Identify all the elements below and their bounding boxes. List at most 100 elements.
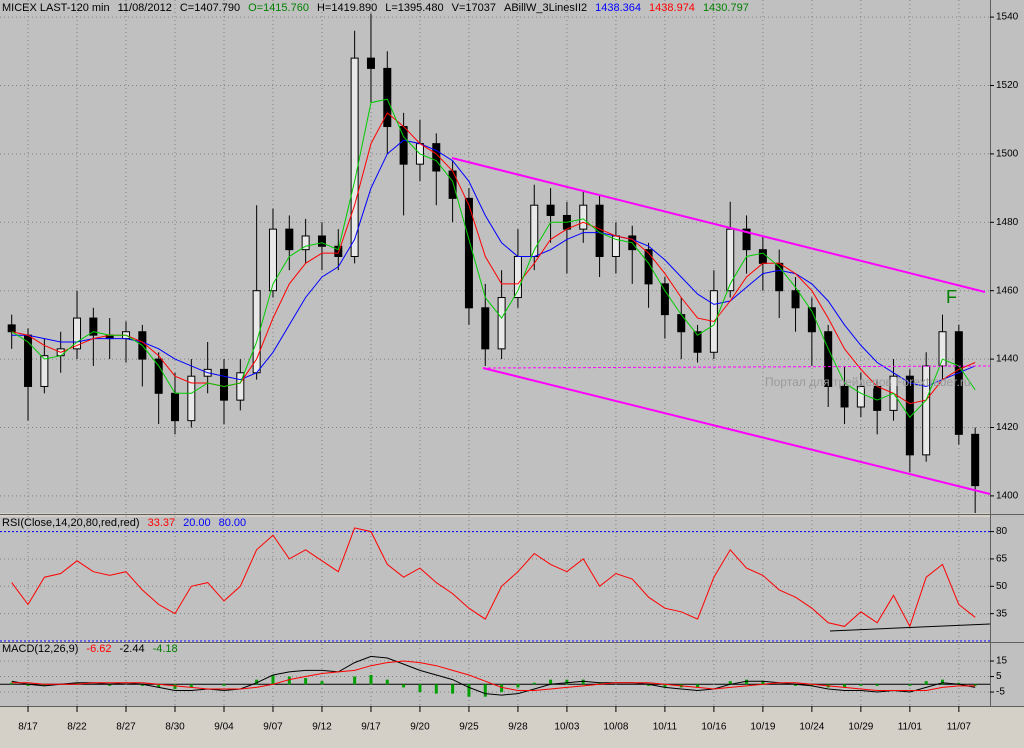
histogram-bar	[467, 684, 471, 697]
series-line	[11, 527, 976, 628]
histogram-bar	[794, 684, 798, 686]
histogram-bar	[222, 684, 226, 686]
histogram-bar	[875, 684, 879, 686]
header-text: V=17037	[452, 2, 496, 14]
channel-line	[451, 157, 986, 293]
histogram-bar	[859, 684, 863, 686]
candle-body	[742, 228, 751, 251]
candle-body	[350, 57, 359, 257]
y-tick-label: 65	[996, 554, 1008, 565]
histogram-bar	[418, 684, 422, 693]
candle-body	[40, 355, 49, 387]
header-text: -6.62	[86, 643, 111, 655]
histogram-bar	[26, 684, 30, 686]
histogram-bar	[581, 679, 585, 685]
x-tick-label: 11/01	[898, 722, 923, 733]
candle-body	[905, 375, 914, 456]
x-tick-label: 8/30	[165, 722, 185, 733]
histogram-bar	[189, 684, 193, 688]
header-text: MICEX LAST-120 min	[2, 2, 110, 14]
y-tick-label: 50	[996, 581, 1008, 592]
header-text: 1430.797	[703, 2, 749, 14]
candle-body	[432, 143, 441, 172]
histogram-bar	[924, 681, 928, 685]
candle-body	[154, 358, 163, 394]
grid	[0, 0, 994, 706]
histogram-bar	[287, 676, 291, 685]
candle-body	[317, 235, 326, 247]
histogram-bar	[10, 682, 14, 685]
candle-body	[856, 385, 865, 408]
candle-body	[726, 228, 735, 292]
candle-body	[497, 297, 506, 350]
candle-body	[644, 249, 653, 285]
channel-line	[482, 367, 991, 495]
value-axis	[990, 0, 1024, 706]
header-text: O=1415.760	[248, 2, 309, 14]
candle-body	[938, 331, 947, 367]
x-tick-label: 10/03	[554, 722, 579, 733]
histogram-bar	[451, 684, 455, 694]
series-line	[11, 139, 976, 388]
histogram-bar	[532, 682, 536, 685]
y-tick-label: 1540	[996, 12, 1019, 23]
histogram-bar	[75, 682, 79, 685]
candle-body	[922, 365, 931, 456]
candle-body	[171, 392, 179, 422]
watermark: Портал для трейдеров Forextrader.ru	[765, 375, 971, 389]
histogram-bar	[810, 684, 814, 686]
y-tick-label: 1440	[996, 354, 1019, 365]
header-text: L=1395.480	[385, 2, 443, 14]
header-text: 33.37	[148, 517, 176, 529]
histogram-bar	[369, 675, 373, 685]
histogram-bar	[696, 684, 700, 688]
header-text: -4.18	[153, 643, 178, 655]
histogram-bar	[647, 684, 651, 686]
header-text: MACD(12,26,9)	[2, 643, 78, 655]
header-text: 1438.364	[595, 2, 641, 14]
rsi-trend-line	[829, 623, 991, 632]
histogram-bar	[598, 682, 602, 685]
histogram-bar	[728, 681, 732, 685]
candle-body	[954, 331, 963, 435]
x-tick-label: 9/04	[214, 722, 234, 733]
candle-body	[301, 235, 310, 251]
labels: 1400 1420 1440 1460 1480 1500 1520 1540 MICEX LA…	[2, 2, 1019, 733]
header-text: 80.00	[219, 517, 247, 529]
candle-body	[873, 385, 882, 411]
candle-body	[89, 317, 98, 336]
histogram-bar	[957, 682, 961, 685]
candle-body	[236, 372, 245, 401]
histogram-bar	[745, 679, 749, 685]
histogram-bar	[843, 684, 847, 688]
candle-body	[693, 331, 702, 353]
histogram-bar	[973, 684, 977, 686]
y-tick-label: 1400	[996, 491, 1019, 502]
x-tick-label: 9/07	[263, 722, 283, 733]
candle-body	[579, 204, 588, 230]
histogram-bar	[157, 684, 161, 688]
x-tick-label: 8/22	[67, 722, 87, 733]
series-line	[11, 112, 976, 405]
candle-body	[791, 290, 800, 309]
histogram-bar	[434, 684, 438, 694]
x-tick-label: 10/11	[653, 722, 678, 733]
histogram-bar	[255, 679, 259, 685]
header-text: 1438.974	[649, 2, 695, 14]
header-text: H=1419.890	[317, 2, 377, 14]
y-tick-label: 35	[996, 608, 1008, 619]
series-line	[11, 98, 976, 418]
histogram-bar	[271, 675, 275, 685]
candle-body	[73, 317, 82, 350]
histogram-bar	[353, 676, 357, 685]
histogram-bar	[304, 678, 308, 685]
x-tick-label: 10/08	[603, 722, 628, 733]
histogram-bar	[320, 681, 324, 685]
histogram-bar	[941, 679, 945, 685]
marks	[7, 13, 980, 697]
candle-body	[971, 433, 980, 487]
candle-body	[546, 204, 555, 216]
candle-body	[383, 67, 392, 128]
x-tick-label: 9/17	[361, 722, 381, 733]
